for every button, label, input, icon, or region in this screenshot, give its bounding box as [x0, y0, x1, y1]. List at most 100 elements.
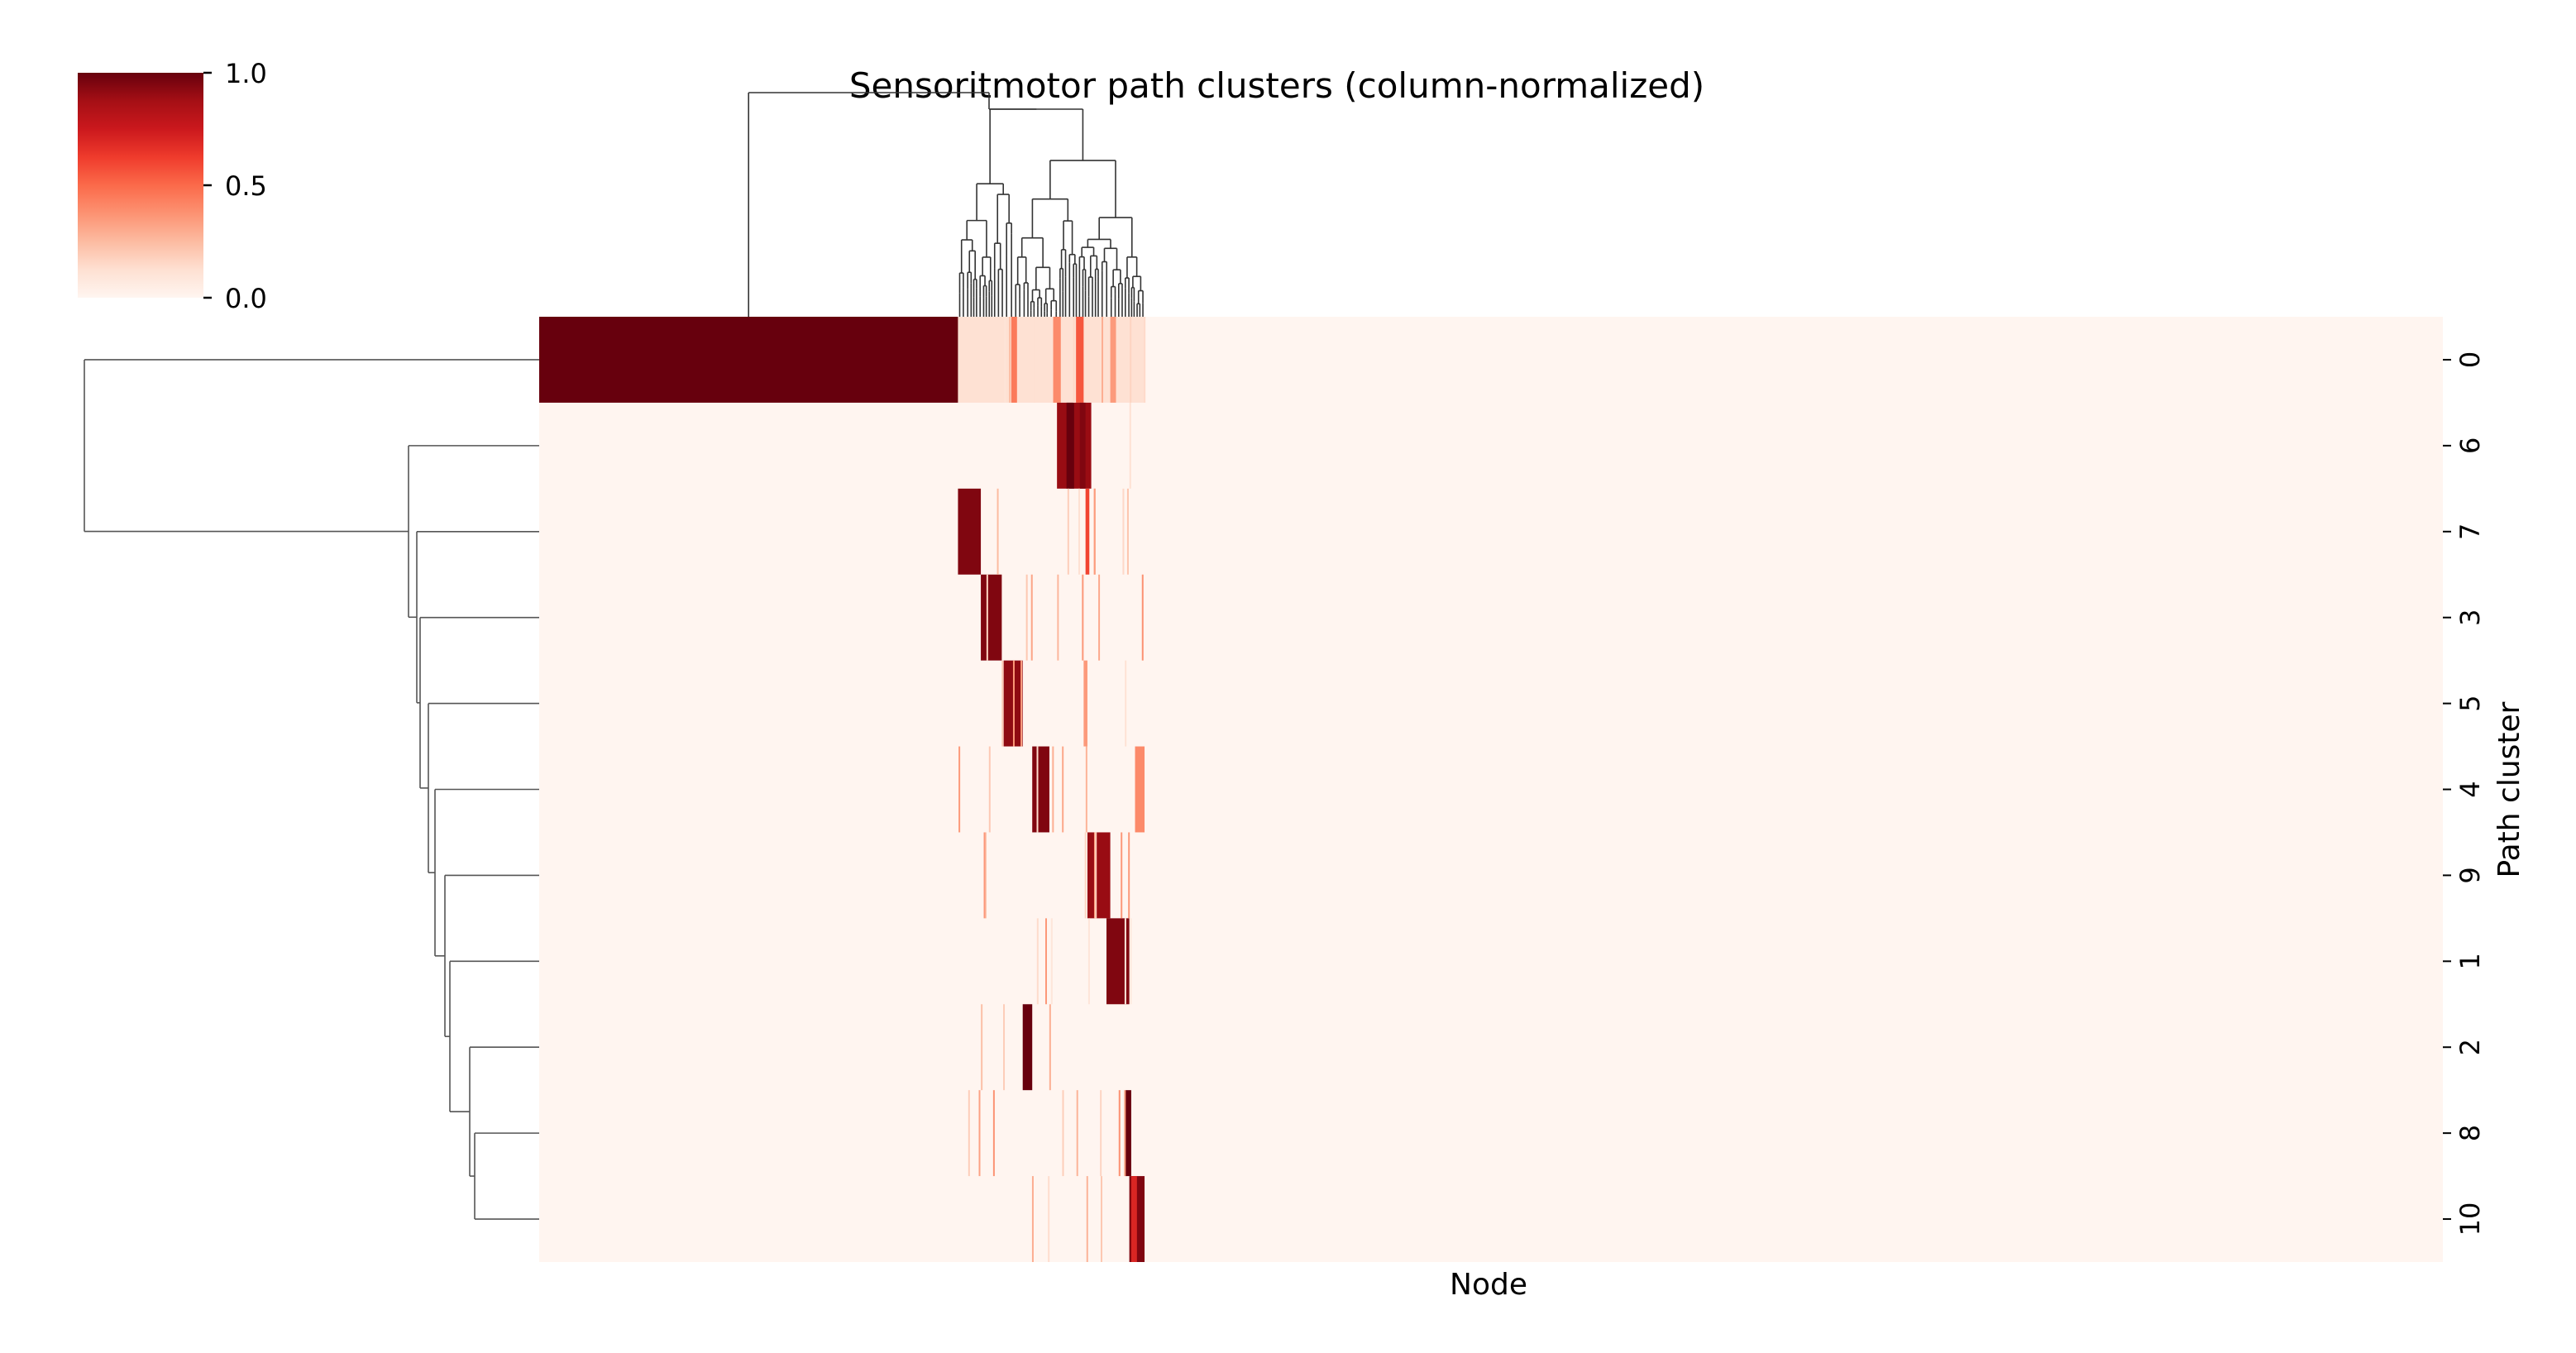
- row-tick-label: 7: [2454, 524, 2486, 540]
- heatmap-grid: [539, 317, 2443, 1262]
- heatmap-cell: [1093, 832, 1096, 919]
- heatmap-cell: [1078, 488, 1080, 575]
- row-tick-label: 3: [2454, 610, 2486, 626]
- heatmap-cell: [1086, 1176, 1088, 1262]
- heatmap-cell: [1085, 746, 1087, 833]
- heatmap-cell: [1034, 317, 1036, 403]
- heatmap-cell: [1129, 402, 1131, 489]
- heatmap-cell: [958, 317, 1145, 403]
- heatmap-cell: [981, 574, 1002, 661]
- heatmap-cell: [1100, 1090, 1102, 1177]
- heatmap-cell: [988, 746, 991, 833]
- heatmap-cell: [1076, 1090, 1078, 1177]
- heatmap-cell: [1110, 317, 1116, 403]
- heatmap-cell: [1049, 1004, 1051, 1091]
- heatmap-cell: [1030, 574, 1033, 661]
- heatmap-cell: [1073, 317, 1075, 403]
- heatmap-cell: [978, 1090, 981, 1177]
- heatmap-cell: [1076, 317, 1084, 403]
- heatmap-cell: [984, 832, 987, 919]
- heatmap-cell: [1062, 1090, 1064, 1177]
- heatmap-cell: [1135, 746, 1145, 833]
- heatmap-cell: [1130, 1176, 1137, 1262]
- y-axis-label: Path cluster: [2492, 701, 2526, 877]
- column-dendrogram: [748, 92, 1144, 317]
- heatmap-cell: [1011, 317, 1017, 403]
- heatmap-cell: [1121, 832, 1123, 919]
- colorbar: 0.0 0.5 1.0: [78, 58, 267, 314]
- heatmap-cell: [1057, 574, 1059, 661]
- row-dendrogram: [84, 359, 539, 1220]
- colorbar-tick-label: 1.0: [225, 58, 267, 89]
- row-tick-label: 0: [2454, 351, 2486, 368]
- heatmap-cell: [1128, 832, 1130, 919]
- heatmap-cell: [1102, 317, 1104, 403]
- colorbar-gradient: [78, 73, 203, 298]
- heatmap-cell: [1093, 488, 1096, 575]
- heatmap-cell: [1085, 488, 1090, 575]
- heatmap-cell: [1020, 660, 1023, 747]
- heatmap-cell: [539, 317, 958, 403]
- heatmap-cell: [1044, 918, 1047, 1005]
- heatmap-cell: [983, 832, 986, 919]
- heatmap-cell: [1124, 918, 1126, 1005]
- heatmap-cell: [1031, 1176, 1034, 1262]
- heatmap-cell: [1126, 488, 1129, 575]
- heatmap-cell: [1067, 488, 1069, 575]
- heatmap-cell: [1095, 832, 1097, 919]
- heatmap-cell: [1012, 660, 1015, 747]
- heatmap-cell: [1053, 317, 1061, 403]
- heatmap-cell: [986, 574, 988, 661]
- heatmap-cell: [1036, 918, 1039, 1005]
- row-tick-label: 2: [2454, 1039, 2486, 1055]
- heatmap-cell: [1009, 317, 1011, 403]
- heatmap-cell: [1126, 1090, 1131, 1177]
- colorbar-tick-label: 0.5: [225, 170, 267, 202]
- colorbar-tick-label: 0.0: [225, 283, 267, 314]
- heatmap-cell: [1141, 574, 1144, 661]
- heatmap-cell: [1025, 574, 1028, 661]
- heatmap-cell: [1124, 1090, 1126, 1177]
- heatmap-cell: [992, 1090, 995, 1177]
- heatmap-cell: [1087, 918, 1090, 1005]
- x-axis-label: Node: [1450, 1268, 1527, 1302]
- heatmap-cell: [1032, 746, 1049, 833]
- heatmap-cell: [1100, 1176, 1102, 1262]
- heatmap-cell: [1050, 918, 1053, 1005]
- row-tick-label: 1: [2454, 953, 2486, 969]
- heatmap-cell: [1083, 660, 1087, 747]
- heatmap-cell: [1022, 1004, 1033, 1091]
- heatmap-background-cell: [539, 317, 2443, 1262]
- heatmap-cell: [981, 1004, 983, 1091]
- heatmap-cell: [958, 488, 982, 575]
- row-tick-label: 8: [2454, 1125, 2486, 1141]
- heatmap-cell: [996, 488, 999, 575]
- heatmap-cell: [1130, 317, 1132, 403]
- row-tick-label: 9: [2454, 867, 2486, 883]
- heatmap-cell: [1118, 1090, 1121, 1177]
- heatmap-cell: [1036, 746, 1039, 833]
- heatmap-cell: [1087, 832, 1111, 919]
- heatmap-cell: [1003, 1004, 1006, 1091]
- heatmap-cell: [1144, 317, 1146, 403]
- heatmap-cell: [1084, 832, 1087, 919]
- heatmap-cell: [1098, 574, 1101, 661]
- heatmap-cell: [968, 1090, 970, 1177]
- heatmap-cell: [1052, 746, 1054, 833]
- row-tick-labels: 0 6 7 3 5 4 9 1 2 8 10: [2443, 351, 2486, 1236]
- heatmap-cell: [1062, 746, 1064, 833]
- heatmap-cell: [1082, 574, 1084, 661]
- row-tick-label: 6: [2454, 437, 2486, 454]
- row-tick-label: 4: [2454, 781, 2486, 797]
- heatmap-cell: [1048, 1176, 1050, 1262]
- row-tick-label: 5: [2454, 695, 2486, 711]
- heatmap-cell: [958, 746, 961, 833]
- heatmap-cell: [1001, 660, 1004, 747]
- row-tick-label: 10: [2454, 1202, 2486, 1236]
- heatmap-cell: [1079, 402, 1086, 489]
- chart-title: Sensoritmotor path clusters (column-norm…: [849, 65, 1704, 106]
- heatmap-cell: [1125, 660, 1127, 747]
- heatmap-cell: [1066, 402, 1074, 489]
- heatmap-cell: [1130, 918, 1132, 1005]
